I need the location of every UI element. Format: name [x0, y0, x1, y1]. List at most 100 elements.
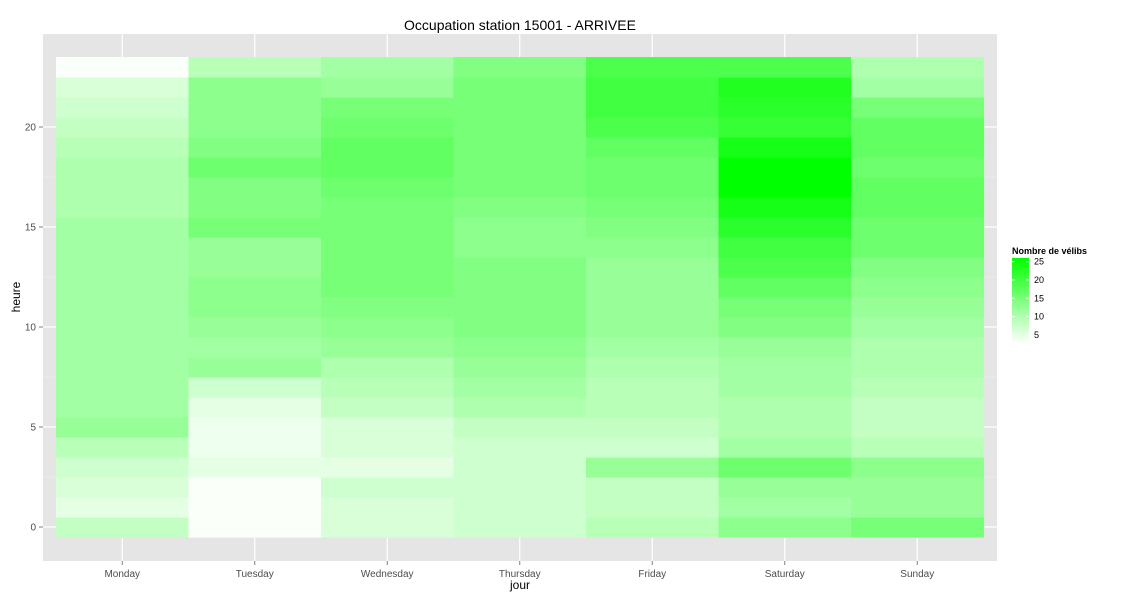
heatmap-cell: [188, 197, 322, 218]
heatmap-cell: [56, 157, 190, 178]
heatmap-cell: [586, 197, 720, 218]
heatmap-cell: [453, 277, 587, 298]
heatmap-cell: [851, 297, 985, 318]
heatmap-cell: [851, 357, 985, 378]
heatmap-cell: [586, 337, 720, 358]
y-axis-label: heure: [9, 281, 23, 312]
x-axis-ticks: Monday Tuesday Wednesday Thursday Friday Satu…: [104, 561, 934, 580]
heatmap-cell: [321, 217, 455, 238]
x-tick-label: Thursday: [499, 569, 541, 580]
heatmap-cell: [188, 177, 322, 198]
heatmap-cell: [851, 457, 985, 478]
legend-title: Nombre de vélibs: [1012, 246, 1087, 256]
legend-tick-label: 25: [1034, 257, 1044, 267]
heatmap-cell: [718, 197, 852, 218]
heatmap-cell: [851, 157, 985, 178]
heatmap-cell: [851, 117, 985, 138]
heatmap-cell: [56, 197, 190, 218]
heatmap-cell: [56, 357, 190, 378]
heatmap-cell: [586, 137, 720, 158]
heatmap-cell: [453, 257, 587, 278]
heatmap-cell: [188, 477, 322, 498]
heatmap-cell: [851, 497, 985, 518]
heatmap-cell: [718, 177, 852, 198]
heatmap-cell: [188, 117, 322, 138]
heatmap-cell: [188, 517, 322, 538]
heatmap-cell: [453, 317, 587, 338]
chart-title: Occupation station 15001 - ARRIVEE: [404, 17, 636, 33]
heatmap-cell: [453, 217, 587, 238]
x-tick-label: Saturday: [765, 569, 805, 580]
heatmap-cell: [586, 217, 720, 238]
heatmap-cell: [56, 457, 190, 478]
heatmap-cell: [586, 117, 720, 138]
heatmap-cell: [586, 57, 720, 78]
heatmap-cell: [586, 77, 720, 98]
heatmap-cell: [718, 497, 852, 518]
heatmap-cell: [718, 377, 852, 398]
heatmap-cell: [321, 437, 455, 458]
heatmap-cell: [586, 497, 720, 518]
heatmap-cell: [188, 217, 322, 238]
heatmap-cell: [718, 357, 852, 378]
heatmap-cell: [188, 257, 322, 278]
heatmap-cell: [56, 277, 190, 298]
heatmap-cell: [321, 357, 455, 378]
x-tick-label: Monday: [104, 569, 140, 580]
y-tick-label: 5: [30, 423, 36, 434]
x-tick-label: Friday: [638, 569, 666, 580]
heatmap-cell: [586, 397, 720, 418]
heatmap-cell: [718, 97, 852, 118]
heatmap-cell: [851, 417, 985, 438]
heatmap-cell: [851, 397, 985, 418]
heatmap-cell: [453, 457, 587, 478]
heatmap-cell: [586, 517, 720, 538]
heatmap-cell: [718, 77, 852, 98]
heatmap-cell: [188, 417, 322, 438]
heatmap-cell: [188, 377, 322, 398]
heatmap-cell: [586, 317, 720, 338]
heatmap-cell: [56, 57, 190, 78]
heatmap-cell: [321, 477, 455, 498]
heatmap-cell: [453, 357, 587, 378]
heatmap-cell: [851, 317, 985, 338]
heatmap-cell: [56, 517, 190, 538]
heatmap-cell: [321, 517, 455, 538]
heatmap-cell: [586, 237, 720, 258]
heatmap-cell: [851, 237, 985, 258]
heatmap-cell: [188, 337, 322, 358]
heatmap-cell: [586, 377, 720, 398]
heatmap-cell: [188, 437, 322, 458]
heatmap-cell: [453, 517, 587, 538]
heatmap-cell: [718, 477, 852, 498]
heatmap-cell: [453, 137, 587, 158]
heatmap-cell: [718, 337, 852, 358]
y-tick-label: 20: [25, 123, 37, 134]
heatmap-cell: [321, 377, 455, 398]
heatmap-cell: [851, 517, 985, 538]
heatmap-cell: [56, 397, 190, 418]
heatmap-cell: [851, 137, 985, 158]
heatmap-cell: [321, 397, 455, 418]
heatmap-cell: [321, 117, 455, 138]
y-axis-ticks: 0 5 10 15 20: [25, 123, 43, 534]
heatmap-cell: [718, 297, 852, 318]
heatmap-cell: [851, 477, 985, 498]
y-tick-label: 0: [30, 523, 36, 534]
heatmap-cell: [718, 217, 852, 238]
heatmap-cell: [56, 317, 190, 338]
heatmap-cell: [56, 177, 190, 198]
heatmap-cell: [586, 257, 720, 278]
heatmap-cell: [321, 157, 455, 178]
heatmap-cell: [851, 437, 985, 458]
legend-tick-label: 10: [1034, 312, 1044, 322]
heatmap-cell: [718, 117, 852, 138]
heatmap-cell: [188, 137, 322, 158]
heatmap-cell: [56, 437, 190, 458]
heatmap-cells: [56, 57, 985, 538]
heatmap-cell: [56, 257, 190, 278]
heatmap-cell: [718, 277, 852, 298]
heatmap-cell: [586, 417, 720, 438]
heatmap-cell: [56, 337, 190, 358]
